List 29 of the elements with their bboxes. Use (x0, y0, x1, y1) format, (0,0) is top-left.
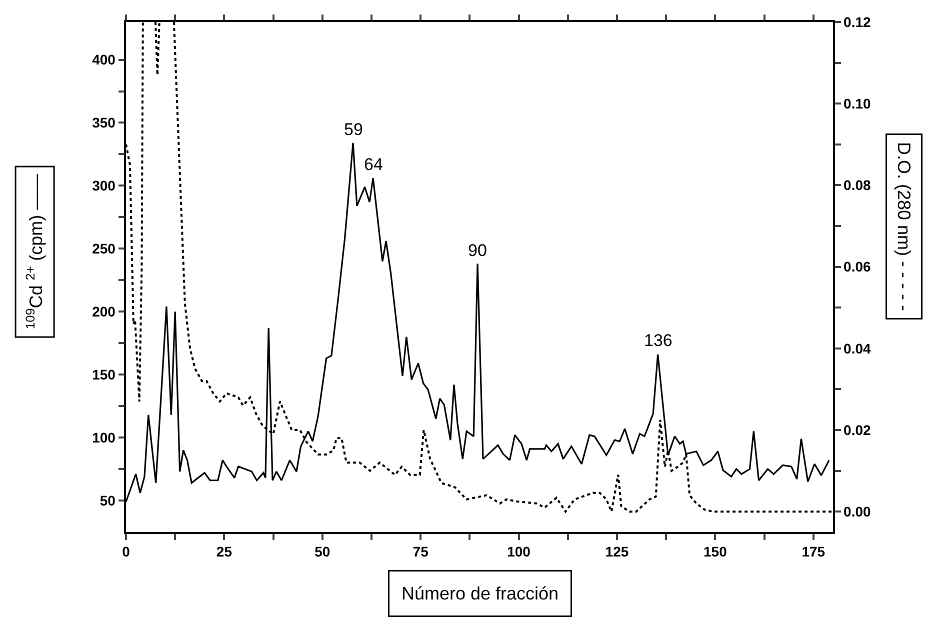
y2-tick-label: 0.12 (844, 14, 872, 30)
y-tick-label: 150 (92, 366, 116, 382)
y-tick-label: 300 (92, 178, 116, 194)
x-tick-label: 125 (605, 544, 629, 560)
x-tick-label: 150 (703, 544, 728, 560)
y-tick-label: 250 (92, 240, 116, 257)
annotation: 59 (344, 120, 363, 139)
y-tick-label: 350 (92, 114, 116, 131)
x-axis-title: Número de fracción (402, 584, 559, 604)
y-tick-label: 100 (92, 429, 116, 446)
annotation: 64 (364, 155, 383, 174)
y-tick-label: 50 (100, 492, 116, 508)
x-tick-label: 75 (412, 544, 429, 560)
y-tick-label: 400 (92, 52, 116, 68)
x-tick-label: 100 (507, 544, 531, 560)
y2-tick-label: 0.00 (844, 504, 872, 520)
x-tick-label: 25 (216, 544, 232, 560)
y2-tick-label: 0.10 (844, 96, 872, 112)
y-tick-label: 200 (92, 304, 116, 320)
annotation: 136 (644, 331, 672, 350)
y2-tick-label: 0.04 (844, 340, 872, 356)
x-tick-label: 0 (122, 544, 130, 560)
x-tick-label: 175 (802, 544, 826, 560)
y2-axis-title: D.O. (280 nm) - - - - - (894, 142, 914, 311)
y2-tick-label: 0.08 (844, 177, 872, 194)
annotation: 90 (468, 241, 487, 260)
y2-tick-label: 0.02 (844, 422, 872, 438)
y2-tick-label: 0.06 (844, 258, 872, 275)
x-tick-label: 50 (314, 544, 330, 560)
